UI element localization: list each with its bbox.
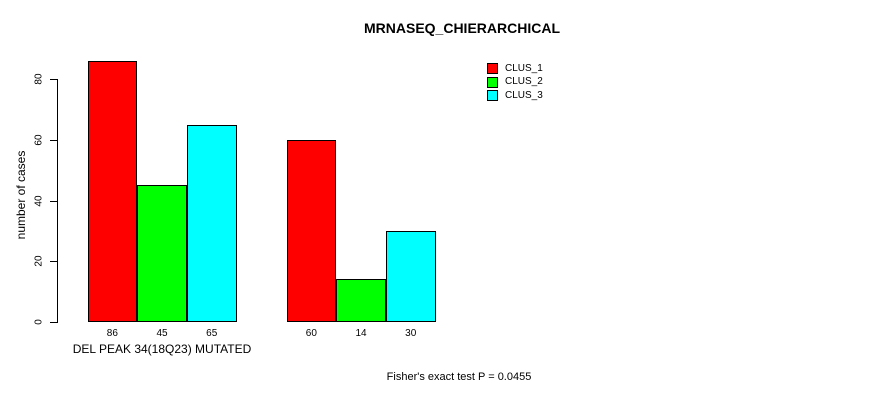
y-axis-tick-label: 20 <box>33 255 45 267</box>
x-group-label: DEL PEAK 34(18Q23) MUTATED <box>72 342 252 356</box>
y-axis-tick <box>50 139 57 141</box>
bar-value-label: 65 <box>206 328 218 339</box>
y-axis-tick-label: 40 <box>33 194 45 207</box>
legend-label: CLUS_2 <box>505 76 543 88</box>
legend-label: CLUS_3 <box>505 89 543 101</box>
bar-clus_1-group2 <box>286 139 337 322</box>
legend-label: CLUS_1 <box>505 62 543 74</box>
legend-item-clus_1: CLUS_1 <box>487 62 543 76</box>
y-axis-label: number of cases <box>14 150 28 240</box>
bar-value-label: 14 <box>355 328 367 339</box>
y-axis-tick-label: 60 <box>33 134 45 146</box>
legend-item-clus_3: CLUS_3 <box>487 89 543 103</box>
chart-title: MRNASEQ_CHIERARCHICAL <box>363 20 561 36</box>
legend-swatch-icon <box>487 76 498 88</box>
bar-value-label: 60 <box>305 328 317 339</box>
y-axis-tick <box>50 322 57 323</box>
y-axis-tick-label: 0 <box>33 319 45 325</box>
bar-clus_3-group2 <box>385 230 436 322</box>
bar-value-label: 45 <box>156 328 168 339</box>
y-axis-tick <box>50 200 57 202</box>
bar-value-label: 30 <box>405 328 417 339</box>
legend: CLUS_1 CLUS_2 CLUS_3 <box>487 62 543 103</box>
y-axis-tick <box>50 79 57 80</box>
y-axis-tick-label: 80 <box>33 73 45 85</box>
y-axis-tick <box>50 261 57 263</box>
bar-clus_1-group1 <box>87 60 138 322</box>
y-axis-line <box>57 79 58 323</box>
legend-swatch-icon <box>487 90 498 102</box>
legend-item-clus_2: CLUS_2 <box>487 76 543 90</box>
bar-value-label: 86 <box>106 328 118 339</box>
bar-clus_2-group2 <box>336 279 386 322</box>
legend-swatch-icon <box>487 63 498 75</box>
bar-clus_2-group1 <box>137 185 187 322</box>
bar-clus_3-group1 <box>186 124 237 322</box>
annotation-fisher-test: Fisher's exact test P = 0.0455 <box>386 371 532 383</box>
